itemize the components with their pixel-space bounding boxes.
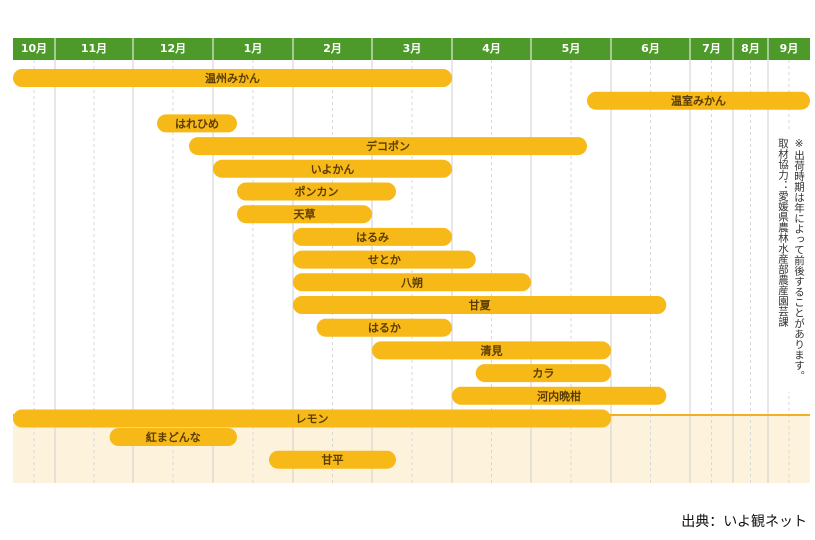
bar: [293, 250, 476, 269]
bar-label: 八朔: [400, 275, 423, 289]
bar-label: レモン: [296, 413, 329, 426]
bar-label: 温室みかん: [671, 94, 726, 108]
note-bg: [776, 130, 812, 392]
x-tick-label: 8月: [741, 42, 760, 55]
x-tick-label: 3月: [403, 42, 422, 55]
bar: [13, 69, 452, 87]
bar: [293, 273, 531, 292]
source: 出典：いよ観ネット: [681, 513, 807, 530]
bar: [157, 114, 237, 133]
bar-label: いよかん: [311, 163, 355, 176]
bar: [237, 205, 372, 224]
bar-label: せとか: [368, 254, 401, 267]
bar: [372, 341, 611, 360]
bar: [316, 318, 452, 337]
bar-label: 紅まどんな: [146, 430, 201, 444]
bar-label: はるみ: [356, 231, 389, 244]
bar: [293, 227, 452, 246]
bar: [269, 450, 396, 469]
bar: [189, 137, 587, 156]
bar-label: 河内晩柑: [537, 389, 581, 403]
x-tick-label: 4月: [482, 42, 501, 55]
bar: [452, 386, 667, 405]
x-tick-label: 7月: [702, 42, 721, 55]
x-tick-label: 10月: [21, 42, 47, 55]
bar-label: 温州みかん: [205, 71, 260, 85]
bar: [475, 364, 611, 383]
bar: [13, 409, 611, 428]
bar: [587, 91, 810, 110]
bar-label: 清見: [481, 343, 503, 357]
note: 取材協力：愛媛県農林水産部農産園芸課: [777, 138, 789, 328]
x-tick-label: 12月: [160, 42, 186, 55]
bar-label: ポンカン: [295, 185, 339, 199]
bar-label: カラ: [532, 367, 554, 380]
bar-label: 甘夏: [469, 298, 492, 312]
bar: [213, 159, 452, 178]
x-tick-label: 11月: [81, 42, 107, 55]
x-tick-label: 6月: [641, 42, 660, 55]
bar-label: はるか: [368, 322, 401, 335]
bar: [293, 296, 667, 314]
bar: [109, 428, 237, 446]
bar-label: はれひめ: [175, 117, 219, 130]
x-tick-label: 9月: [780, 42, 799, 55]
x-tick-label: 2月: [323, 42, 342, 55]
bar-label: 甘平: [322, 453, 344, 467]
x-tick-label: 1月: [244, 42, 263, 55]
bar-label: 天草: [294, 207, 316, 221]
bar-label: デコポン: [366, 139, 410, 153]
x-tick-label: 5月: [562, 42, 581, 55]
bar: [237, 182, 396, 201]
note: ※出荷時期は年によって前後することがあります。: [793, 138, 805, 381]
